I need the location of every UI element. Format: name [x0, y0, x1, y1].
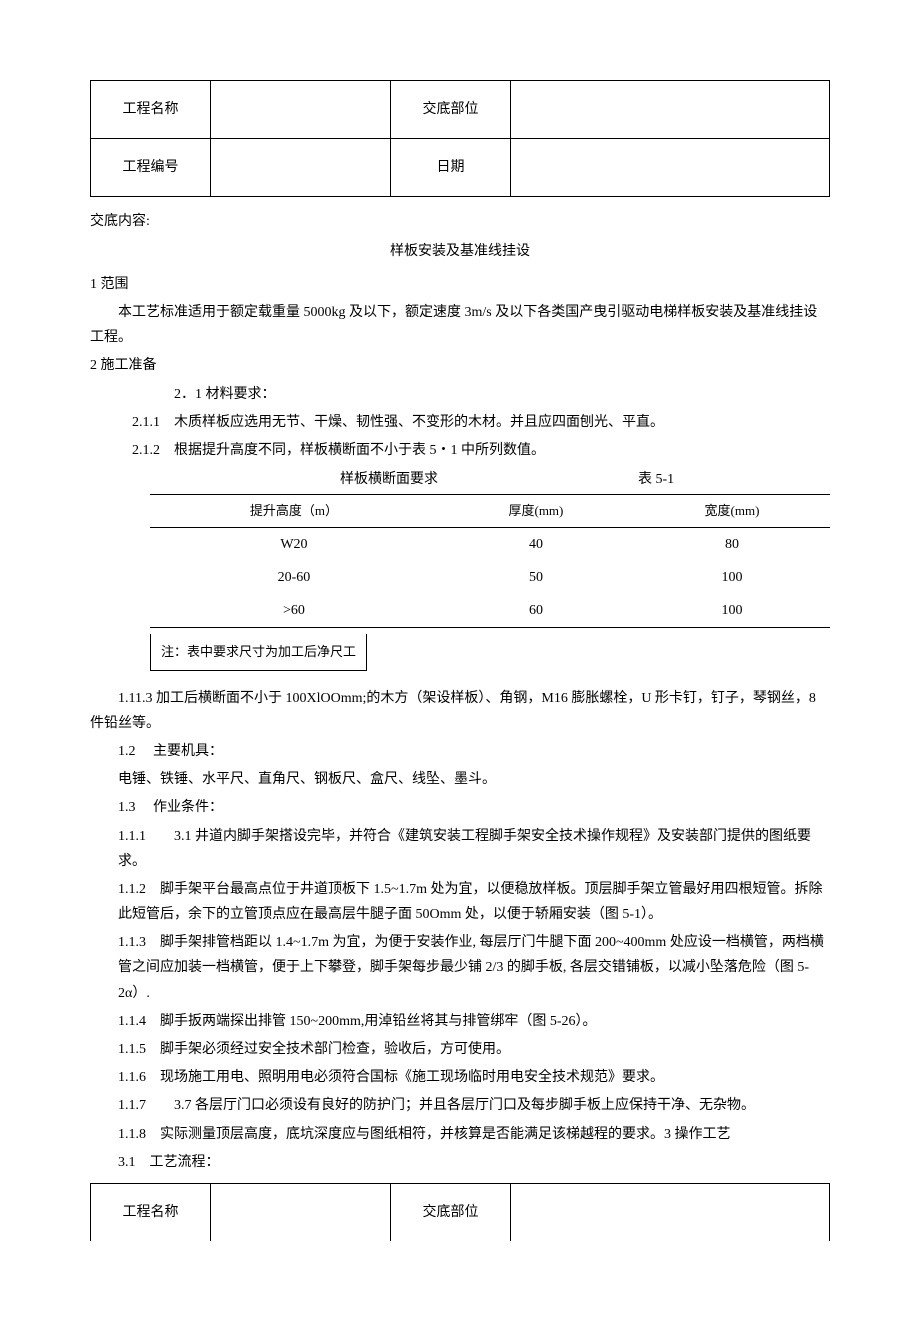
body-p11: 1.1.7 3.7 各层厅门口必须设有良好的防护门；并且各层厅门口及每步脚手板上… — [90, 1093, 830, 1118]
item-2-1: 2．1 材料要求： — [90, 382, 830, 407]
body-p5: 1.1.1 3.1 井道内脚手架搭设完毕，并符合《建筑安装工程脚手架安全技术操作… — [90, 824, 830, 874]
section-2-heading: 2 施工准备 — [90, 353, 830, 378]
footer-project-name-label: 工程名称 — [91, 1183, 211, 1241]
section-1-heading: 1 范围 — [90, 272, 830, 297]
spec-table-title-row: 样板横断面要求 表 5-1 — [90, 467, 830, 492]
header-project-name-label: 工程名称 — [91, 81, 211, 139]
footer-project-name-value — [211, 1183, 391, 1241]
body-p7: 1.1.3 脚手架排管档距以 1.4~1.7m 为宜，为便于安装作业, 每层厅门… — [90, 930, 830, 1006]
spec-row: >60 60 100 — [150, 594, 830, 628]
body-p6: 1.1.2 脚手架平台最高点位于井道顶板下 1.5~1.7m 处为宜，以便稳放样… — [90, 877, 830, 927]
spec-table-title: 样板横断面要求 — [340, 467, 438, 492]
body-p8: 1.1.4 脚手扳两端探出排管 150~200mm,用淖铅丝将其与排管绑牢（图 … — [90, 1009, 830, 1034]
body-p3: 电锤、铁锤、水平尺、直角尺、钢板尺、盒尺、线坠、墨斗。 — [90, 767, 830, 792]
spec-row: W20 40 80 — [150, 527, 830, 561]
body-p9: 1.1.5 脚手架必须经过安全技术部门检查，验收后，方可使用。 — [90, 1037, 830, 1062]
header-date-value — [511, 139, 830, 197]
spec-cell: >60 — [150, 594, 438, 628]
section-1-para: 本工艺标准适用于额定载重量 5000kg 及以下，额定速度 3m/s 及以下各类… — [90, 300, 830, 350]
spec-th-thickness: 厚度(mm) — [438, 495, 634, 527]
doc-title: 样板安装及基准线挂设 — [90, 239, 830, 264]
item-2-1-1: 2.1.1 木质样板应选用无节、干燥、韧性强、不变形的木材。并且应四面刨光、平直… — [90, 410, 830, 435]
footer-table: 工程名称 交底部位 — [90, 1183, 830, 1241]
body-p12: 1.1.8 实际测量顶层高度，底坑深度应与图纸相符，并核算是否能满足该梯越程的要… — [90, 1122, 830, 1147]
spec-cell: 80 — [634, 527, 830, 561]
body-p1: 1.11.3 加工后横断面不小于 100XlOOmm;的木方（架设样板）、角钢，… — [90, 686, 830, 736]
body-p10: 1.1.6 现场施工用电、照明用电必须符合国标《施工现场临时用电安全技术规范》要… — [90, 1065, 830, 1090]
body-p4: 1.3 作业条件： — [90, 795, 830, 820]
spec-cell: 100 — [634, 561, 830, 594]
spec-cell: W20 — [150, 527, 438, 561]
footer-location-label: 交底部位 — [391, 1183, 511, 1241]
header-date-label: 日期 — [391, 139, 511, 197]
spec-table-number: 表 5-1 — [638, 467, 674, 492]
spec-cell: 40 — [438, 527, 634, 561]
spec-cell: 20-60 — [150, 561, 438, 594]
spec-cell: 60 — [438, 594, 634, 628]
header-project-name-value — [211, 81, 391, 139]
header-project-no-value — [211, 139, 391, 197]
spec-cell: 100 — [634, 594, 830, 628]
body-p13: 3.1 工艺流程： — [90, 1150, 830, 1175]
doc-content-label: 交底内容: — [90, 209, 830, 234]
item-2-1-2: 2.1.2 根据提升高度不同，样板横断面不小于表 5・1 中所列数值。 — [90, 438, 830, 463]
spec-th-height: 提升高度（m） — [150, 495, 438, 527]
spec-cell: 50 — [438, 561, 634, 594]
spec-th-width: 宽度(mm) — [634, 495, 830, 527]
header-location-value — [511, 81, 830, 139]
header-table: 工程名称 交底部位 工程编号 日期 — [90, 80, 830, 197]
footer-location-value — [511, 1183, 830, 1241]
body-p2: 1.2 主要机具： — [90, 739, 830, 764]
spec-row: 20-60 50 100 — [150, 561, 830, 594]
spec-table: 提升高度（m） 厚度(mm) 宽度(mm) W20 40 80 20-60 50… — [150, 494, 830, 628]
header-location-label: 交底部位 — [391, 81, 511, 139]
spec-table-note: 注：表中要求尺寸为加工后净尺工 — [150, 634, 367, 670]
header-project-no-label: 工程编号 — [91, 139, 211, 197]
